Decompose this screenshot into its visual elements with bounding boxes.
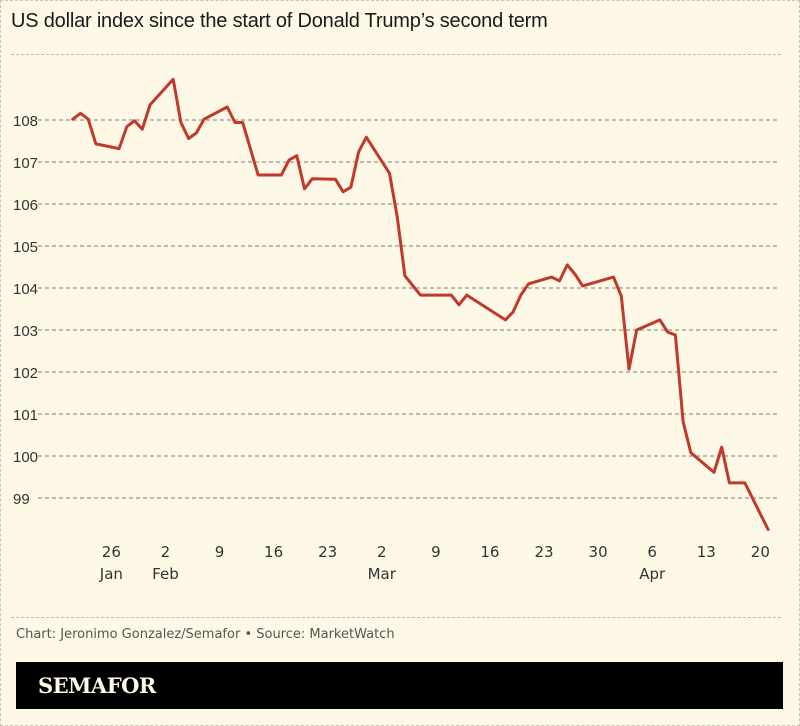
y-tick-label: 105 (13, 239, 38, 256)
x-month-label: Feb (152, 565, 179, 583)
x-tick-label: 9 (215, 543, 225, 561)
y-tick-label: 104 (13, 281, 38, 298)
semafor-logo: SEMAFOR (38, 673, 156, 698)
y-tick-label: 102 (13, 365, 38, 382)
x-tick-label: 23 (534, 543, 553, 561)
x-month-label: Jan (99, 565, 123, 583)
x-tick-label: 13 (697, 543, 716, 561)
x-tick-label: 16 (264, 543, 283, 561)
chart-title: US dollar index since the start of Donal… (11, 10, 548, 32)
brand-bar: SEMAFOR (16, 662, 783, 709)
y-tick-label: 106 (13, 197, 38, 214)
y-tick-label: 100 (13, 449, 38, 466)
footer-divider (11, 617, 781, 618)
y-tick-label: 107 (13, 155, 38, 172)
x-month-label: Mar (368, 565, 397, 583)
x-tick-label: 23 (318, 543, 337, 561)
x-tick-label: 30 (589, 543, 608, 561)
y-tick-label: 99 (13, 491, 30, 508)
x-tick-label: 16 (480, 543, 499, 561)
y-tick-label: 108 (13, 113, 38, 130)
y-tick-label: 101 (13, 407, 38, 424)
title-divider (11, 54, 781, 55)
chart-credit: Chart: Jeronimo Gonzalez/Semafor • Sourc… (16, 627, 395, 642)
y-tick-label: 103 (13, 323, 38, 340)
x-month-label: Apr (639, 565, 666, 583)
x-tick-label: 6 (647, 543, 657, 561)
x-tick-label: 26 (102, 543, 121, 561)
x-tick-label: 20 (751, 543, 770, 561)
x-tick-label: 2 (377, 543, 387, 561)
dollar-index-line (71, 77, 770, 531)
x-tick-label: 9 (431, 543, 441, 561)
x-tick-label: 2 (161, 543, 171, 561)
